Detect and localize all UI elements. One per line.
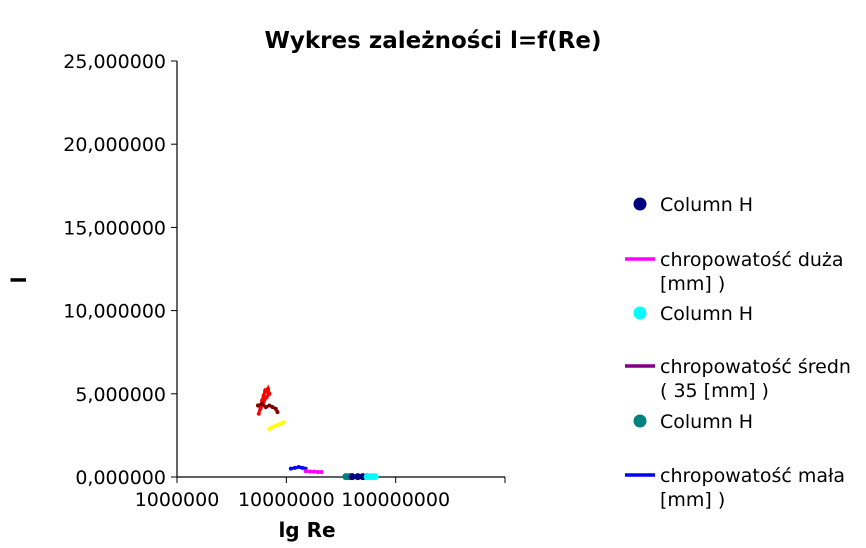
y-tick-label: 20,000000 xyxy=(63,134,166,156)
data-point xyxy=(348,473,356,481)
legend-marker xyxy=(633,414,647,428)
y-axis-ticks: 0,000000 5,000000 10,000000 15,000000 20,000… xyxy=(63,51,177,489)
data-point xyxy=(281,420,286,425)
data-point xyxy=(264,395,269,400)
data-point xyxy=(258,406,263,411)
data-point xyxy=(256,411,261,416)
data-point xyxy=(288,466,293,471)
series-2 xyxy=(267,420,286,431)
legend-item: Column H xyxy=(633,411,753,433)
x-axis-title: lg Re xyxy=(278,518,335,542)
series-0 xyxy=(256,384,272,416)
data-point xyxy=(300,465,305,470)
legend-label-continued: ( 35 [mm] ) xyxy=(660,380,769,402)
data-point xyxy=(308,469,313,474)
data-point xyxy=(273,406,278,411)
legend-label: Column H xyxy=(660,194,753,216)
legend-item: chropowatość średn( 35 [mm] ) xyxy=(625,356,851,402)
legend-marker xyxy=(633,197,647,211)
data-point xyxy=(270,405,275,410)
data-point xyxy=(266,386,271,391)
data-point xyxy=(270,425,275,430)
x-tick-label: 100000000 xyxy=(341,489,450,511)
data-point xyxy=(316,470,321,475)
legend-marker xyxy=(633,306,647,320)
data-point xyxy=(267,403,272,408)
series-7 xyxy=(363,473,379,481)
legend-label: chropowatość średn xyxy=(660,356,851,378)
legend-label: Column H xyxy=(660,303,753,325)
data-point xyxy=(275,410,280,415)
x-tick-label: 1000000 xyxy=(135,489,220,511)
chart-title: Wykres zależności l=f(Re) xyxy=(265,28,602,54)
data-point xyxy=(296,465,301,470)
legend-label-continued: [mm] ) xyxy=(660,273,725,295)
data-point xyxy=(261,393,266,398)
y-tick-label: 15,000000 xyxy=(63,217,166,239)
data-point xyxy=(319,470,324,475)
y-tick-label: 5,000000 xyxy=(75,384,166,406)
plot-area xyxy=(255,384,379,481)
data-point xyxy=(292,465,297,470)
legend-item: chropowatość mała[mm] ) xyxy=(625,465,845,511)
data-point xyxy=(267,426,272,431)
series-1 xyxy=(255,401,280,415)
data-point xyxy=(263,405,268,410)
legend-label: chropowatość duża xyxy=(660,249,844,271)
data-point xyxy=(260,401,265,406)
x-axis-ticks: 1000000 10000000 100000000 xyxy=(135,477,506,511)
legend-label-continued: [mm] ) xyxy=(660,489,725,511)
series-4 xyxy=(303,469,324,475)
y-tick-label: 10,000000 xyxy=(63,301,166,323)
y-axis-title: l xyxy=(7,277,31,284)
y-tick-label: 25,000000 xyxy=(63,51,166,73)
legend-item: chropowatość duża[mm] ) xyxy=(625,249,844,295)
data-point xyxy=(267,391,272,396)
data-point xyxy=(255,403,260,408)
legend-label: Column H xyxy=(660,411,753,433)
data-point xyxy=(354,473,362,481)
data-point xyxy=(312,469,317,474)
data-point xyxy=(371,473,379,481)
y-tick-label: 0,000000 xyxy=(75,467,166,489)
legend-item: Column H xyxy=(633,194,753,216)
legend-item: Column H xyxy=(633,303,753,325)
data-point xyxy=(303,469,308,474)
x-tick-label: 10000000 xyxy=(238,489,335,511)
legend-label: chropowatość mała xyxy=(660,465,845,487)
